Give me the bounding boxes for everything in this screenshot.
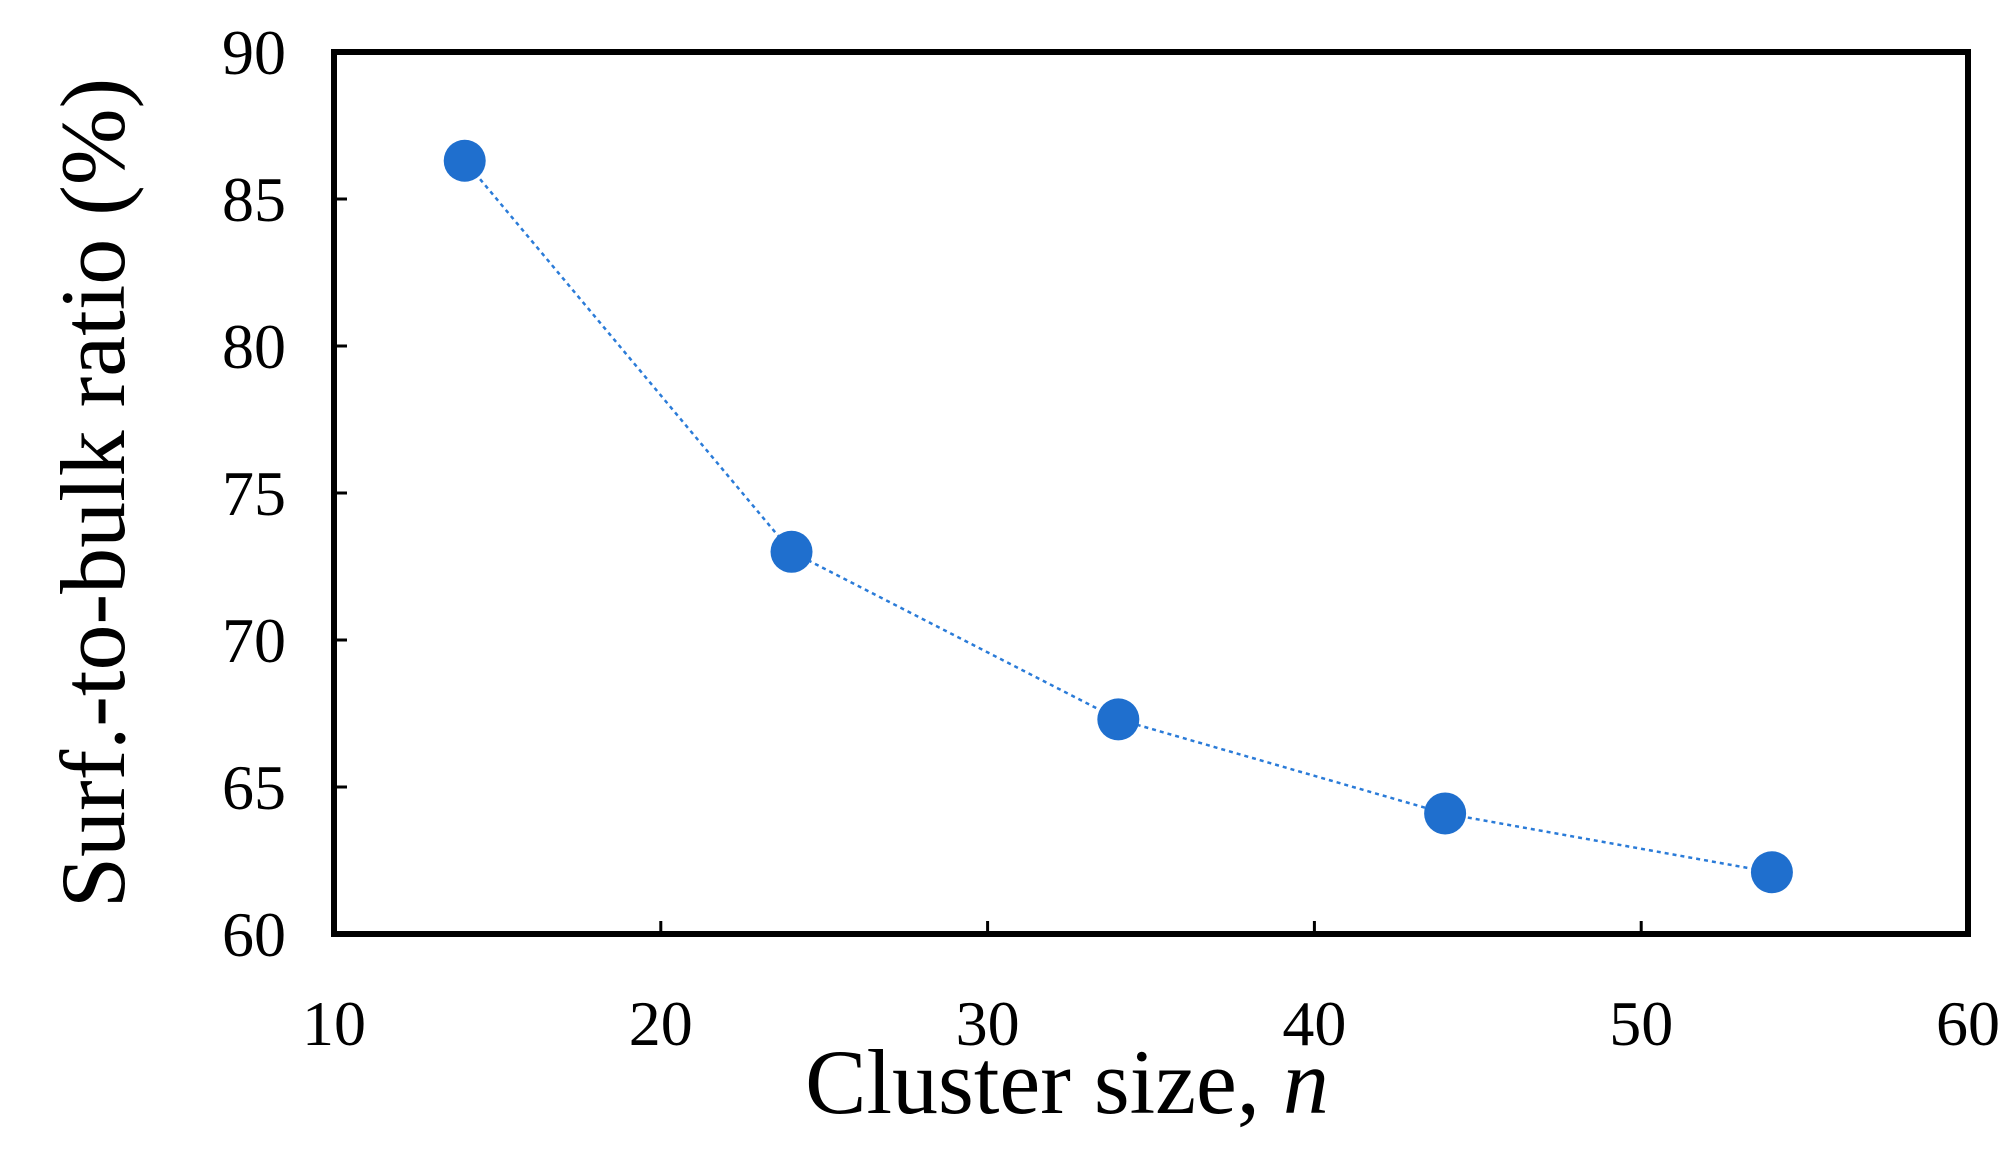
y-tick-label: 65 bbox=[222, 752, 286, 823]
y-axis-title: Surf.-to-bulk ratio (%) bbox=[42, 78, 144, 908]
y-tick-label: 85 bbox=[222, 164, 286, 235]
data-point bbox=[1750, 851, 1793, 894]
data-point bbox=[1097, 698, 1140, 741]
plot-frame bbox=[331, 49, 1971, 937]
x-tick-labels: 10 20 30 40 50 60 bbox=[302, 988, 2000, 1059]
x-tick-label: 60 bbox=[1936, 988, 2000, 1059]
x-tick-label: 10 bbox=[302, 988, 366, 1059]
series-line bbox=[463, 159, 1773, 874]
y-tick-labels: 60 65 70 75 80 85 90 bbox=[222, 17, 286, 970]
data-point bbox=[443, 139, 486, 182]
y-tick-label: 70 bbox=[222, 605, 286, 676]
x-axis-title-text: Cluster size, bbox=[805, 1031, 1283, 1133]
data-point bbox=[1424, 792, 1467, 835]
x-axis-title-variable: n bbox=[1283, 1031, 1329, 1133]
y-tick-label: 60 bbox=[222, 899, 286, 970]
y-tick-label: 90 bbox=[222, 17, 286, 88]
x-tick-label: 30 bbox=[956, 988, 1020, 1059]
data-point bbox=[770, 530, 813, 573]
x-tick-label: 50 bbox=[1609, 988, 1673, 1059]
x-axis-title: Cluster size, n bbox=[805, 1031, 1329, 1133]
y-tick-label: 80 bbox=[222, 311, 286, 382]
y-tick-label: 75 bbox=[222, 458, 286, 529]
x-tick-label: 40 bbox=[1282, 988, 1346, 1059]
series bbox=[443, 139, 1793, 894]
x-tick-label: 20 bbox=[629, 988, 693, 1059]
